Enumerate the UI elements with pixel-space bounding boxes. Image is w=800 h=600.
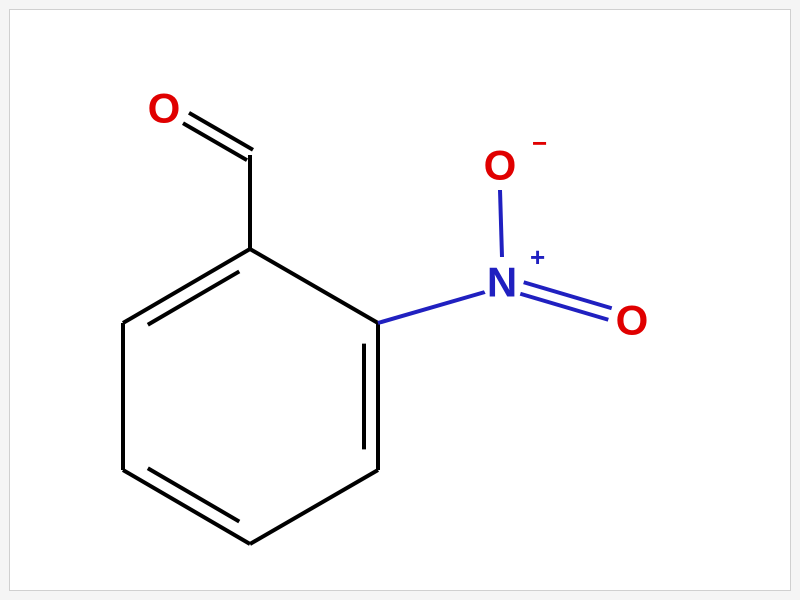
atom-charge-n1: + [530,242,545,272]
atoms-group: OO−ON+ [144,85,652,344]
atom-charge-o2: − [532,128,547,158]
bonds-group [123,113,612,544]
atom-label-o3: O [616,297,649,344]
atom-label-n1: N [487,259,517,306]
molecule-svg: OO−ON+ [10,10,790,590]
atom-label-o1: O [148,85,181,132]
atom-label-o2: O [484,142,517,189]
molecule-canvas: OO−ON+ [9,9,791,591]
